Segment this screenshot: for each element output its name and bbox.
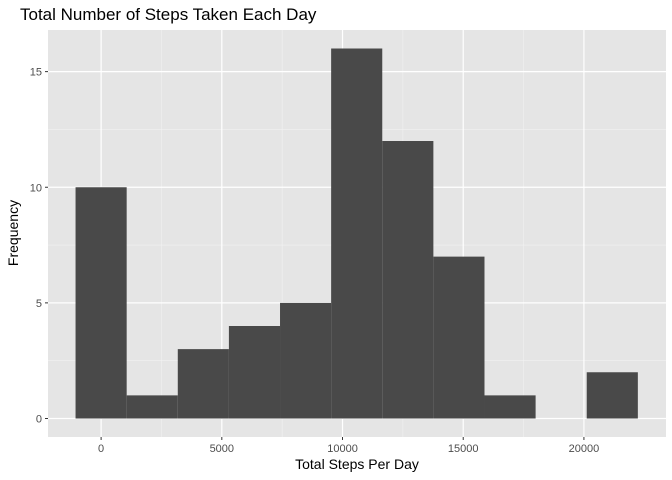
histogram-bar xyxy=(126,395,178,419)
x-tick-label: 0 xyxy=(98,443,104,455)
histogram-bars xyxy=(75,48,638,419)
x-tick-label: 20000 xyxy=(569,443,600,455)
histogram-bar xyxy=(331,48,383,419)
x-tick-label: 15000 xyxy=(448,443,479,455)
y-axis-title: Frequency xyxy=(5,200,21,266)
histogram-bar xyxy=(280,302,332,419)
chart-title: Total Number of Steps Taken Each Day xyxy=(20,5,317,24)
x-tick-label: 10000 xyxy=(327,443,358,455)
histogram-bar xyxy=(484,395,536,419)
x-axis-ticks: 0 5000 10000 15000 20000 xyxy=(98,437,599,455)
y-tick-label: 5 xyxy=(36,298,42,310)
histogram-bar xyxy=(75,187,127,419)
histogram-bar xyxy=(228,326,281,419)
y-tick-label: 15 xyxy=(30,67,42,79)
histogram-bar xyxy=(433,256,485,419)
y-tick-label: 10 xyxy=(30,182,42,194)
x-axis-title: Total Steps Per Day xyxy=(295,456,419,472)
histogram-bar xyxy=(586,372,638,419)
histogram-bar xyxy=(382,141,434,419)
y-axis-ticks: 0 5 10 15 xyxy=(30,67,48,426)
x-tick-label: 5000 xyxy=(210,443,234,455)
y-tick-label: 0 xyxy=(36,414,42,426)
histogram-bar xyxy=(177,349,229,419)
